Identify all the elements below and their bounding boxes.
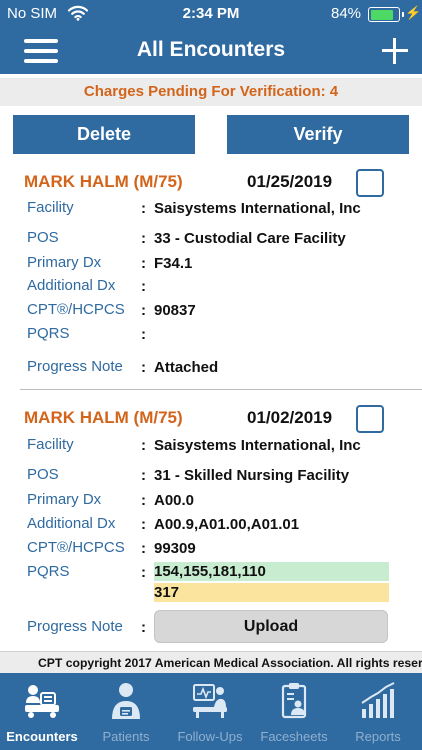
separator: : (141, 255, 146, 272)
battery-percent: 84% (331, 5, 362, 22)
progress-note-label: Progress Note (27, 618, 123, 635)
pos-value: 33 - Custodial Care Facility (154, 230, 346, 247)
separator: : (141, 540, 146, 557)
separator: : (141, 467, 146, 484)
pqrs-label: PQRS (27, 563, 70, 580)
tab-label: Patients (102, 729, 150, 744)
primary-dx-label: Primary Dx (27, 254, 102, 271)
additional-dx-value: A00.9,A01.00,A01.01 (154, 516, 300, 533)
hamburger-menu-icon[interactable] (24, 38, 58, 64)
tab-reports[interactable]: Reports (336, 673, 420, 750)
tab-patients[interactable]: Patients (84, 673, 168, 750)
patient-name[interactable]: MARK HALM (M/75) (24, 408, 183, 427)
cpt-value: 99309 (154, 540, 196, 557)
cpt-label: CPT®/HCPCS (27, 539, 125, 556)
verify-button[interactable]: Verify (227, 115, 409, 154)
separator: : (141, 564, 146, 581)
primary-dx-label: Primary Dx (27, 491, 102, 508)
clock: 2:34 PM (182, 5, 240, 22)
card-divider (20, 389, 422, 390)
pos-value: 31 - Skilled Nursing Facility (154, 467, 350, 484)
bar-chart-icon (361, 682, 395, 718)
progress-note-status: Attached (154, 359, 219, 376)
status-bar: No SIM 2:34 PM 84% ⚡ (0, 0, 422, 28)
pending-verification-banner: Charges Pending For Verification: 4 (0, 78, 422, 106)
add-encounter-plus-icon[interactable] (380, 36, 410, 66)
primary-dx-value: F34.1 (154, 255, 193, 272)
separator: : (141, 359, 146, 376)
cpt-value: 90837 (154, 302, 196, 319)
separator: : (141, 326, 146, 343)
battery-level-fill (370, 9, 394, 20)
tab-label: Encounters (6, 729, 78, 744)
facility-label: Facility (27, 436, 74, 453)
select-checkbox[interactable] (356, 405, 384, 433)
tab-label: Facesheets (260, 729, 328, 744)
primary-dx-value: A00.0 (154, 492, 195, 509)
wifi-icon (67, 5, 89, 25)
separator: : (141, 437, 146, 454)
tab-facesheets[interactable]: Facesheets (252, 673, 336, 750)
separator: : (141, 516, 146, 533)
charging-bolt-icon: ⚡ (405, 5, 422, 20)
nav-bar: All Encounters (0, 28, 422, 74)
encounter-date: 01/25/2019 (247, 172, 333, 191)
separator: : (141, 619, 146, 636)
tab-bar: Encounters Patients Follow-Ups (0, 673, 422, 750)
facility-value: Saisystems International, Inc (154, 437, 361, 454)
cpt-label: CPT®/HCPCS (27, 301, 125, 318)
additional-dx-label: Additional Dx (27, 277, 116, 294)
encounters-icon (25, 685, 59, 718)
select-checkbox[interactable] (356, 169, 384, 197)
pqrs-codes-reported: 154,155,181,110 (154, 562, 389, 581)
delete-button[interactable]: Delete (13, 115, 195, 154)
additional-dx-label: Additional Dx (27, 515, 116, 532)
pos-label: POS (27, 466, 59, 483)
battery-icon (368, 7, 404, 22)
tab-label: Reports (355, 729, 401, 744)
tab-label: Follow-Ups (177, 729, 243, 744)
encounter-date: 01/02/2019 (247, 408, 333, 427)
cpt-copyright-notice: CPT copyright 2017 American Medical Asso… (0, 651, 422, 673)
separator: : (141, 278, 146, 295)
separator: : (141, 200, 146, 217)
page-title: All Encounters (136, 38, 286, 61)
tab-follow-ups[interactable]: Follow-Ups (168, 673, 252, 750)
facesheet-icon (281, 683, 307, 719)
pqrs-codes-pending: 317 (154, 583, 389, 602)
pos-label: POS (27, 229, 59, 246)
patient-name[interactable]: MARK HALM (M/75) (24, 172, 183, 191)
upload-progress-note-button[interactable]: Upload (154, 610, 388, 643)
carrier-label: No SIM (7, 5, 58, 22)
patient-icon (112, 683, 140, 719)
separator: : (141, 230, 146, 247)
tab-encounters[interactable]: Encounters (0, 673, 84, 750)
facility-value: Saisystems International, Inc (154, 200, 361, 217)
facility-label: Facility (27, 199, 74, 216)
separator: : (141, 492, 146, 509)
progress-note-label: Progress Note (27, 358, 123, 375)
separator: : (141, 302, 146, 319)
pqrs-label: PQRS (27, 325, 70, 342)
follow-ups-icon (193, 684, 227, 718)
